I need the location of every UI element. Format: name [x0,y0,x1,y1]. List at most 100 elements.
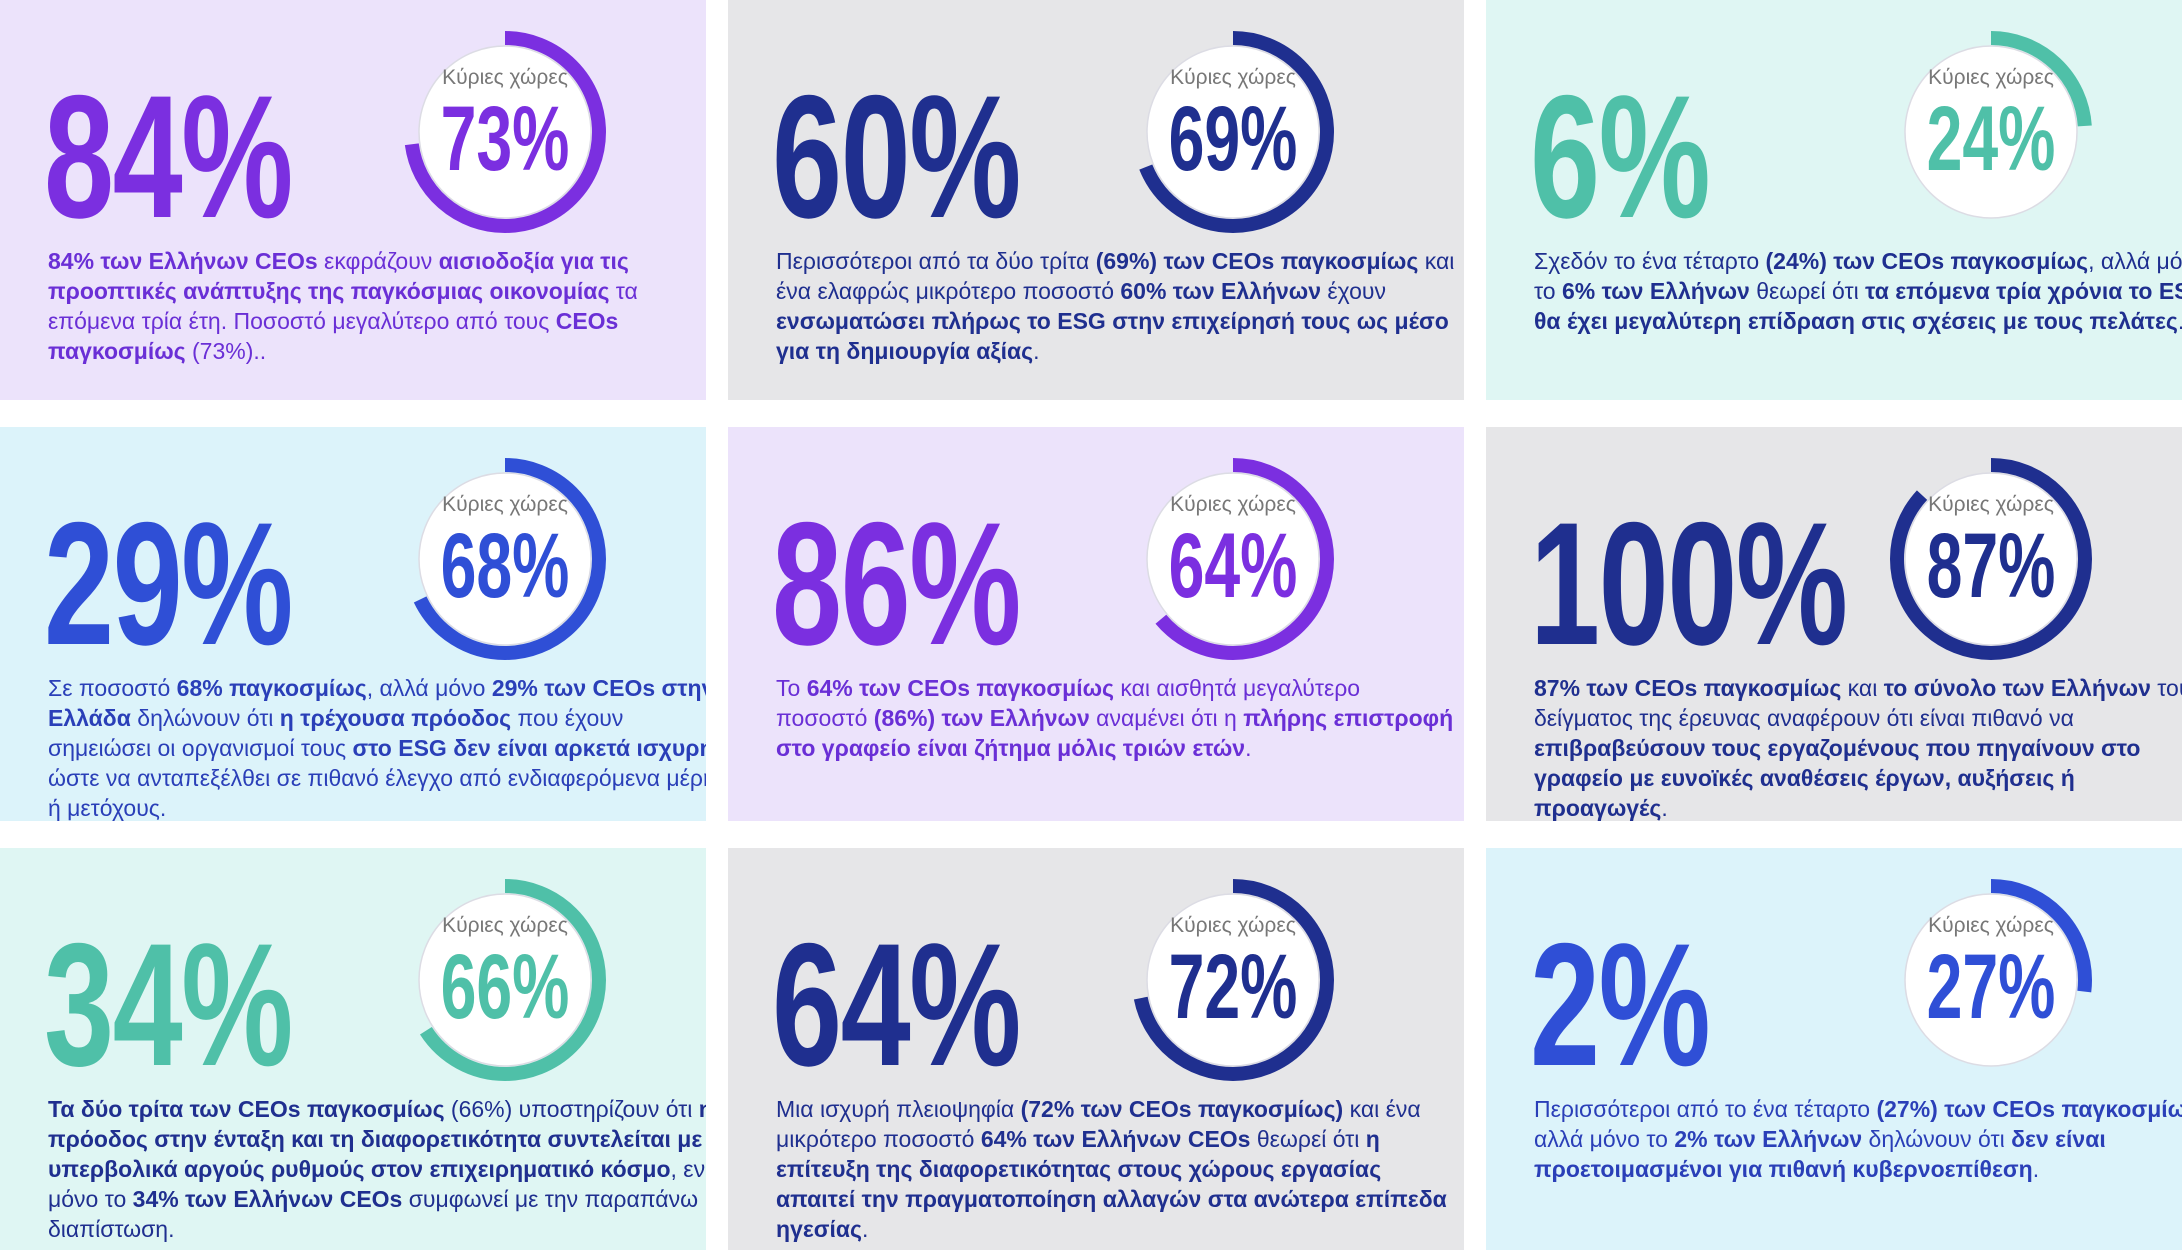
stat-card: 86% Κύριες χώρες 64% Το 64% των CEOs παγκοσ… [728,427,1464,821]
description-segment: (24%) των CEOs παγκοσμίως [1765,248,2089,274]
description-segment: και ένα ελαφρώς μικρότερο ποσοστό [776,248,1455,304]
description-segment: (72% των CEOs παγκοσμίως) [1020,1096,1344,1122]
description-segment: του δείγματος της έρευνας αναφέρουν ότι … [1534,675,2182,731]
description: Σε ποσοστό 68% παγκοσμίως, αλλά μόνο 29%… [48,673,706,821]
stat-card: 29% Κύριες χώρες 68% Σε ποσοστό 68% παγκοσμ… [0,427,706,821]
ring-face [418,893,592,1067]
ring-caption: Κύριες χώρες [442,493,568,516]
description: Περισσότεροι από τα δύο τρίτα (69%) των … [776,246,1456,366]
ring-label: 72% [1169,935,1298,1038]
description-segment: Περισσότεροι από το ένα τέταρτο [1534,1096,1877,1122]
ring-arc [404,31,606,233]
ring-face [1904,472,2078,646]
description: Τα δύο τρίτα των CEOs παγκοσμίως (66%) υ… [48,1094,706,1244]
description-segment: δηλώνουν ότι [130,705,280,731]
big-percentage: 84% [44,60,293,255]
description-segment: Σχεδόν το ένα τέταρτο [1534,248,1766,274]
ring-face [1146,45,1320,219]
description-segment: και αισθητά μεγαλύτερο ποσοστό [776,675,1361,731]
ring-arc [1890,879,2092,1081]
description-segment: Περισσότεροι από τα δύο τρίτα [776,248,1096,274]
big-percentage: 64% [772,908,1021,1103]
description-segment: (69%) των CEOs παγκοσμίως [1095,248,1419,274]
description-segment: Σε ποσοστό [48,675,177,701]
description-segment: επιβραβεύσουν τους εργαζομένους που πηγα… [1534,735,2141,821]
ring-caption: Κύριες χώρες [1170,493,1296,516]
description-segment: αισιοδοξία για τις προοπτικές ανάπτυξης … [48,248,629,304]
ring-label: 24% [1927,87,2056,190]
ring-arc [1890,31,2092,233]
description: Περισσότεροι από το ένα τέταρτο (27%) τω… [1534,1094,2182,1184]
description-segment: έχουν [1321,278,1386,304]
stat-card: 84% Κύριες χώρες 73% 84% των Ελλήνων CEOs ε… [0,0,706,400]
ring-face [1146,893,1320,1067]
description-segment: 87% των CEOs παγκοσμίως [1534,675,1842,701]
ring-face [418,472,592,646]
description-segment: 68% παγκοσμίως [176,675,367,701]
description-segment: (27%) των CEOs παγκοσμίως [1876,1096,2182,1122]
description-segment: . [861,1216,869,1242]
description-segment: 64% των CEOs παγκοσμίως [806,675,1114,701]
description-segment: και ένα μικρότερο ποσοστό [776,1096,1421,1152]
stat-card: 34% Κύριες χώρες 66% Τα δύο τρίτα των CEOs … [0,848,706,1250]
stat-card: 60% Κύριες χώρες 69% Περισσότεροι από τα δύ… [728,0,1464,400]
ring-label: 69% [1169,87,1298,190]
description: Το 64% των CEOs παγκοσμίως και αισθητά μ… [776,673,1456,763]
stat-card: 100% Κύριες χώρες 87% 87% των CEOs παγκοσμί… [1486,427,2182,821]
description-segment: τα επόμενα τρία χρόνια το ESG θα έχει με… [1534,278,2182,334]
description-segment: τα επόμενα τρία έτη. Ποσοστό μεγαλύτερο … [48,278,638,334]
description-segment: (73%).. [185,338,267,364]
ring-label-group: 73% [441,87,570,190]
description-segment: και [1841,675,1884,701]
description-segment: δηλώνουν ότι [1862,1126,2012,1152]
description-segment: ώστε να ανταπεξέλθει σε πιθανό έλεγχο απ… [48,765,706,821]
ring-label: 66% [441,935,570,1038]
ring-label: 87% [1927,514,2056,617]
description-segment: το σύνολο των Ελλήνων [1883,675,2151,701]
description-segment: στο ESG δεν είναι αρκετά ισχυρή [352,735,706,761]
ring-label: 73% [441,87,570,190]
big-percentage: 2% [1530,908,1711,1103]
big-percentage: 100% [1530,487,1848,682]
description-segment: Τα δύο τρίτα των CEOs παγκοσμίως [48,1096,445,1122]
ring-label: 27% [1927,935,2056,1038]
big-percentage: 34% [44,908,293,1103]
ring-label: 68% [441,514,570,617]
description-segment: . [1033,338,1040,364]
ring-arc [1890,458,2092,660]
ring-arc [1132,31,1334,233]
ring-arc [404,458,606,660]
ring-face [418,45,592,219]
description-segment: 84% των Ελλήνων CEOs [48,248,318,274]
ring-caption: Κύριες χώρες [442,66,568,89]
description-segment: 2% των Ελλήνων [1674,1126,1863,1152]
description-segment: , αλλά μόνο το [1534,248,2182,304]
description-segment: πλήρης επιστροφή στο γραφείο είναι ζήτημ… [776,705,1454,761]
big-percentage: 86% [772,487,1021,682]
description-segment: , αλλά μόνο το [1534,1126,1668,1152]
ring-face [1904,45,2078,219]
ring-caption: Κύριες χώρες [1928,914,2054,937]
description-segment: 29% των CEOs στην Ελλάδα [48,675,706,731]
description-segment: 6% των Ελλήνων [1561,278,1750,304]
ring-label: 64% [1169,514,1298,617]
description-segment: 34% των Ελλήνων CEOs [132,1186,403,1212]
description-segment: . [1245,735,1252,761]
ring-arc [1132,879,1334,1081]
ring-label-group: 64% [1169,514,1298,617]
ring-label-group: 72% [1169,935,1298,1038]
description-segment: ενσωματώσει πλήρως το ESG στην επιχείρησ… [776,308,1449,364]
ring-arc [1132,458,1334,660]
description-segment: η πρόοδος στην ένταξη και τη διαφορετικό… [48,1096,706,1182]
description: 84% των Ελλήνων CEOs εκφράζουν αισιοδοξί… [48,246,706,366]
ring-caption: Κύριες χώρες [1170,66,1296,89]
description-segment: . [2178,308,2182,334]
